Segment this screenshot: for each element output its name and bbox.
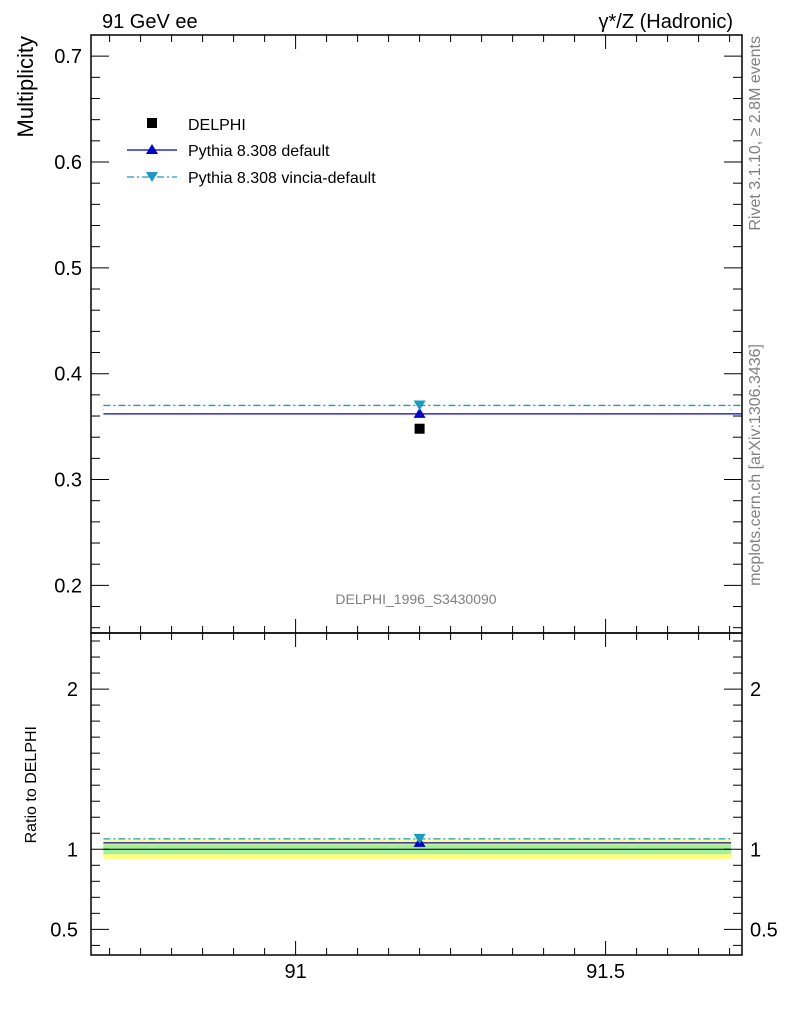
main-axis-ticks: 0.2 0.3 0.4 0.5 0.6 0.7 [54,34,742,629]
ratio-data-marks [103,833,731,850]
ratio-axis-ticks: 0.5 0.5 1 1 2 2 [50,640,778,946]
main-ytick-label: 0.3 [54,470,82,492]
ratio-vincia-point [413,833,426,844]
legend-default-label: Pythia 8.308 default [188,143,330,160]
ratio-ytick-label-left: 1 [67,839,78,861]
header-right-symbol: γ*/Z [599,11,635,33]
main-ytick-label: 0.6 [54,152,82,174]
legend-delphi-marker [147,118,157,128]
ratio-ytick-label-right: 2 [750,679,761,701]
analysis-label: DELPHI_1996_S3430090 [335,591,496,607]
main-ylabel: Multiplicity [13,36,38,137]
main-ytick-label: 0.2 [54,575,82,597]
legend: DELPHI Pythia 8.308 default Pythia 8.308… [127,117,376,187]
legend-delphi-label: DELPHI [188,117,246,134]
header-right-label: γ*/Z (Hadronic) [599,11,733,33]
main-ytick-label: 0.4 [54,364,82,386]
legend-default-marker [146,144,158,154]
header-right-text: (Hadronic) [634,11,733,33]
main-data-marks [102,400,742,434]
ratio-ylabel: Ratio to DELPHI [23,726,40,843]
legend-vincia-label: Pythia 8.308 vincia-default [188,170,376,187]
ratio-plot-frame [90,632,743,956]
xtick-label: 91.5 [586,961,625,983]
main-ytick-label: 0.5 [54,258,82,280]
main-ytick-label: 0.7 [54,46,82,68]
rivet-label: Rivet 3.1.10, ≥ 2.8M events [747,36,764,231]
xtick-label: 91 [284,961,306,983]
ratio-ytick-label-left: 0.5 [50,919,78,941]
vincia-point [413,400,426,411]
ratio-ytick-label-left: 2 [67,679,78,701]
delphi-point [414,423,425,434]
legend-vincia-marker [146,172,158,182]
header-left-label: 91 GeV ee [102,11,198,33]
x-axis-ticks: 91 91.5 [109,35,731,983]
ratio-ytick-label-right: 0.5 [750,919,778,941]
mcplots-label: mcplots.cern.ch [arXiv:1306.3436] [747,344,764,586]
ratio-ytick-label-right: 1 [750,839,761,861]
default-point [413,407,426,418]
